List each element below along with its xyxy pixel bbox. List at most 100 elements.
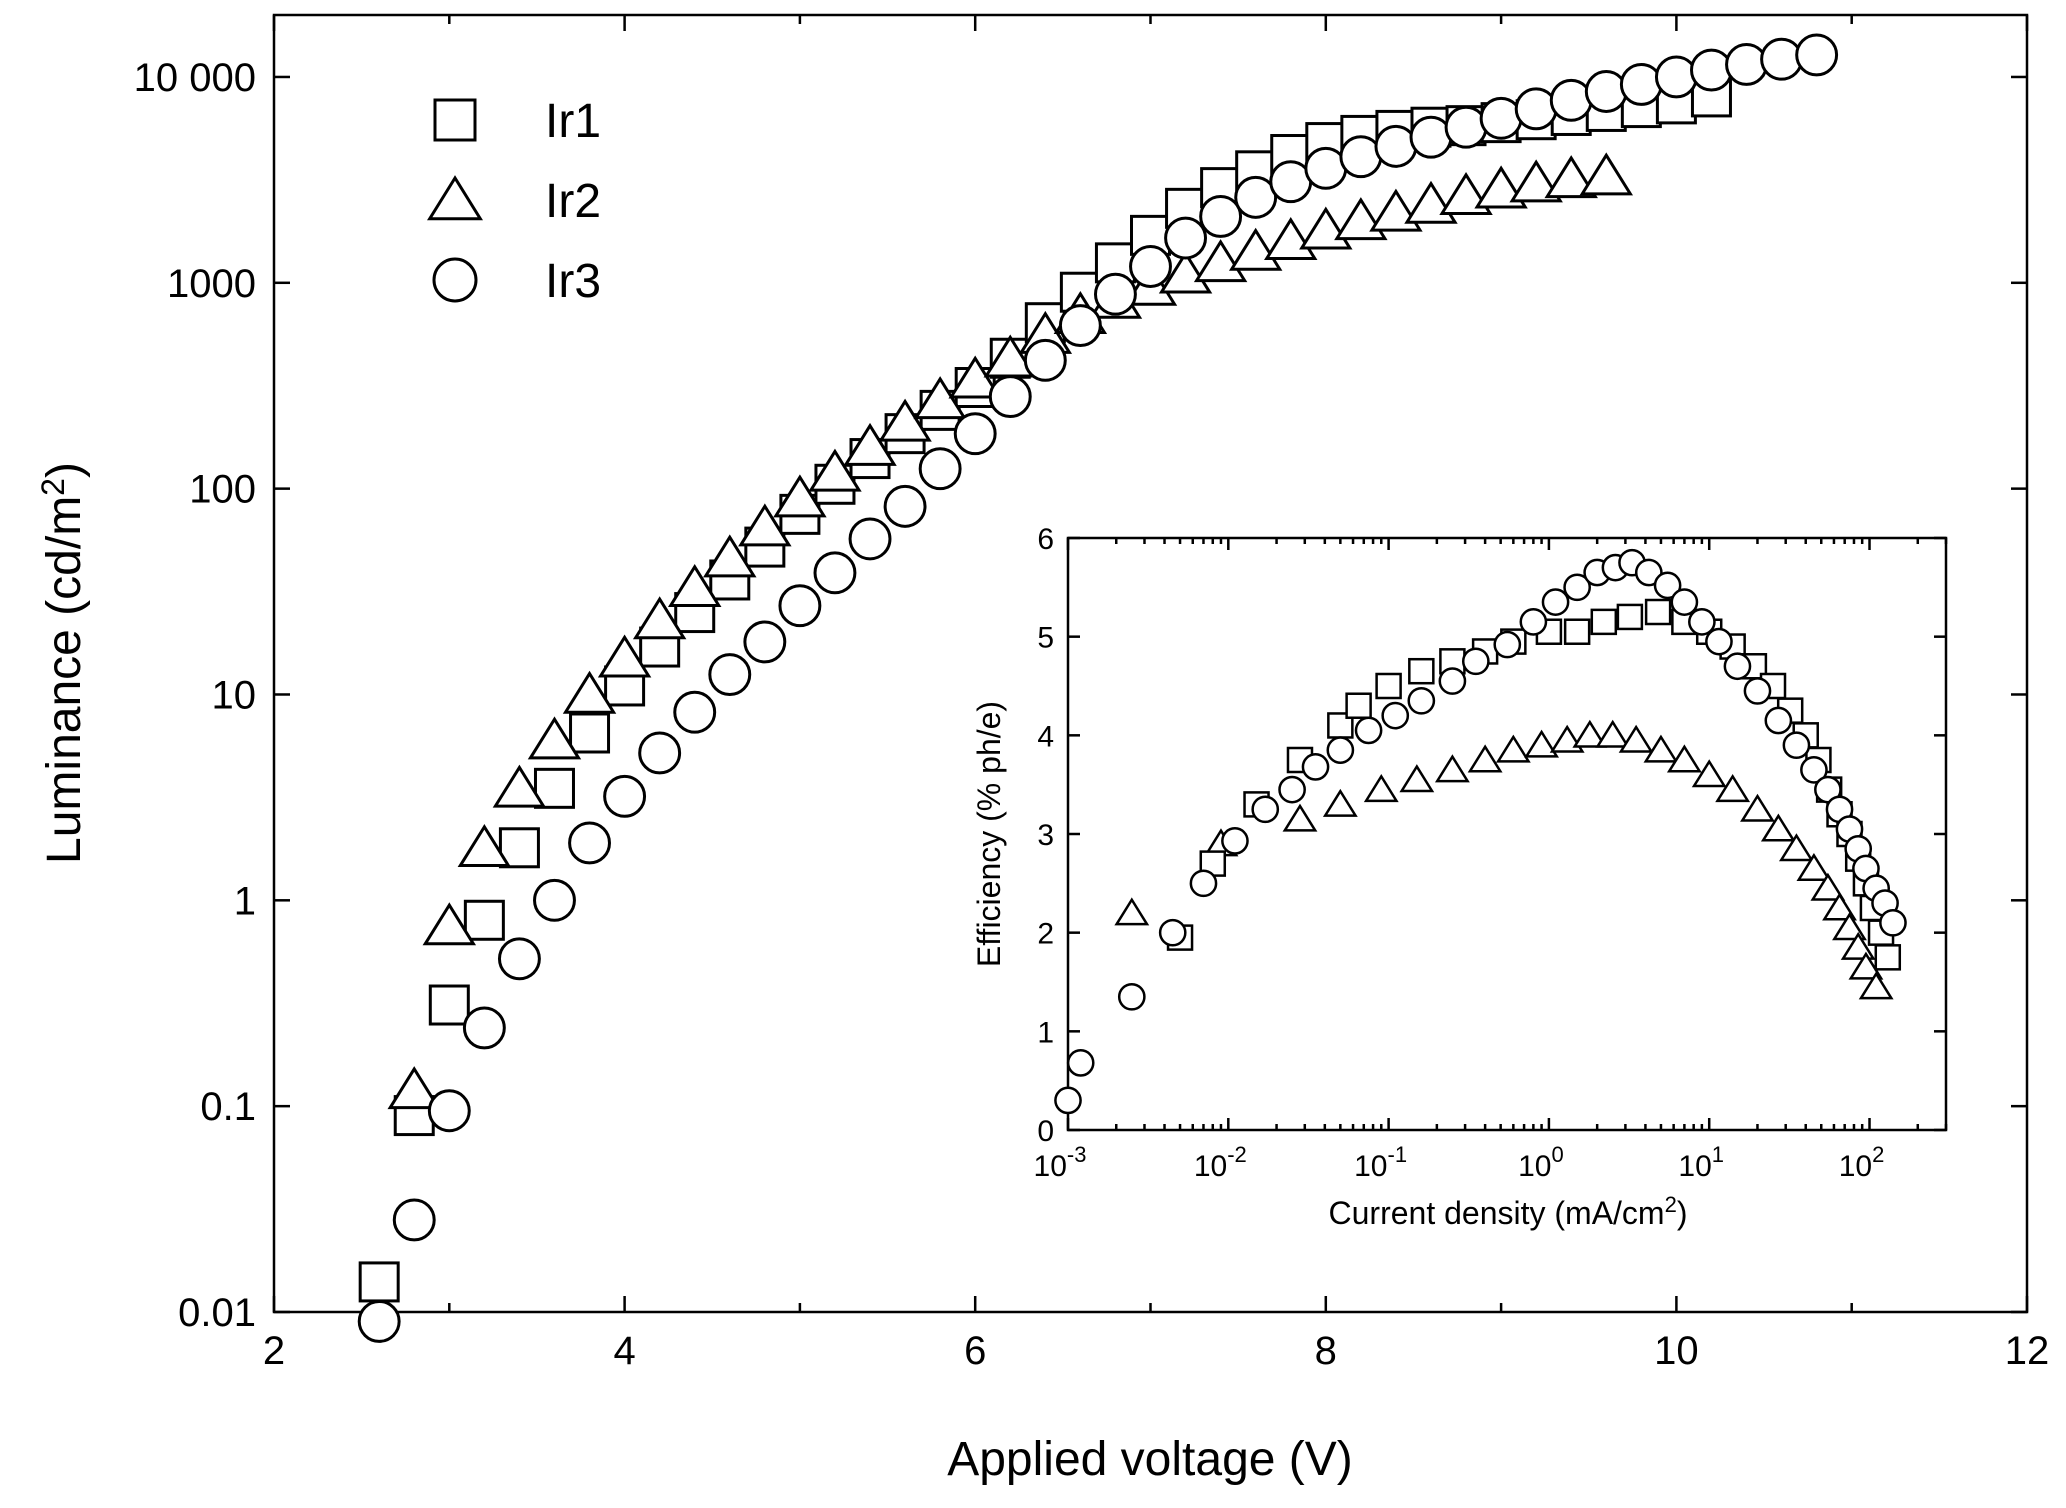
data-point-Ir2 xyxy=(562,670,617,714)
data-point-Ir1 xyxy=(428,984,470,1026)
inset-y-tick-label: 4 xyxy=(1037,720,1054,753)
data-point-Ir1 xyxy=(569,712,611,754)
inset-x-tick-label: 101 xyxy=(1678,1142,1724,1183)
data-point-Ir2 xyxy=(1158,250,1213,294)
data-point-Ir2 xyxy=(632,596,687,640)
data-point-Ir3 xyxy=(533,878,576,922)
data-point-Ir2 xyxy=(457,824,512,868)
inset-data-point-Ir3 xyxy=(1381,701,1410,730)
x-tick-label: 4 xyxy=(613,1329,635,1373)
x-tick-label: 6 xyxy=(964,1329,986,1373)
inset-data-point-Ir2 xyxy=(1322,788,1358,817)
y-tick-label: 0.1 xyxy=(200,1085,256,1129)
inset-data-point-Ir3 xyxy=(1251,795,1280,824)
data-point-Ir3 xyxy=(1795,33,1839,77)
data-point-Ir3 xyxy=(813,551,857,595)
inset-data-point-Ir2 xyxy=(1760,813,1796,842)
legend-marker-Ir1 xyxy=(433,98,477,142)
data-point-Ir3 xyxy=(1129,245,1172,288)
data-point-Ir2 xyxy=(738,503,792,547)
data-point-Ir2 xyxy=(1544,155,1598,199)
inset-data-point-Ir3 xyxy=(1354,716,1383,745)
inset-data-point-Ir2 xyxy=(1778,833,1814,862)
inset-data-point-Ir3 xyxy=(1723,652,1752,681)
data-point-Ir2 xyxy=(422,902,477,946)
data-point-Ir3 xyxy=(743,620,787,664)
inset-x-tick-label: 10-2 xyxy=(1194,1142,1247,1183)
inset-data-point-Ir1 xyxy=(1563,618,1591,645)
inset-data-point-Ir2 xyxy=(1282,803,1318,832)
data-point-Ir2 xyxy=(492,764,547,808)
inset-data-point-Ir3 xyxy=(1764,706,1793,735)
inset-data-point-Ir2 xyxy=(1434,754,1470,783)
inset-data-point-Ir1 xyxy=(1327,712,1354,739)
y-tick-label: 10 xyxy=(212,673,257,717)
data-point-Ir2 xyxy=(1509,159,1563,203)
data-point-Ir3 xyxy=(673,690,717,734)
inset-data-point-Ir3 xyxy=(1563,573,1591,602)
data-point-Ir2 xyxy=(1193,239,1248,283)
data-point-Ir3 xyxy=(988,375,1032,419)
inset-data-point-Ir3 xyxy=(1541,588,1570,616)
data-point-Ir3 xyxy=(848,517,892,561)
inset-background xyxy=(1068,538,1946,1130)
data-point-Ir2 xyxy=(597,634,652,678)
y-tick-label: 0.01 xyxy=(178,1291,256,1335)
inset-data-point-Ir3 xyxy=(1688,608,1716,636)
inset-data-point-Ir1 xyxy=(1590,608,1618,636)
inset-axis-ticks: 10-3 10-2 10-1 100 101 102 0 1 2 3 4 5 6 xyxy=(1034,523,1948,1183)
y-tick-label: 1000 xyxy=(167,262,256,306)
inset-data-point-Ir1 xyxy=(1408,657,1435,685)
data-point-Ir3 xyxy=(1444,105,1488,149)
data-point-Ir3 xyxy=(392,1198,436,1242)
legend-label: Ir2 xyxy=(545,175,601,228)
inset-data-point-Ir1 xyxy=(1375,672,1402,700)
data-point-Ir3 xyxy=(778,584,822,628)
inset-data-point-Ir3 xyxy=(1221,827,1249,855)
inset-data-point-Ir3 xyxy=(1653,571,1682,600)
inset-data-point-Ir3 xyxy=(1301,753,1330,781)
y-tick-label: 10 000 xyxy=(134,56,256,100)
data-point-Ir3 xyxy=(1023,338,1067,382)
inset-data-point-Ir3 xyxy=(1066,1049,1095,1077)
inset-y-tick-label: 0 xyxy=(1037,1115,1054,1148)
inset-data-point-Ir3 xyxy=(1278,775,1306,804)
inset-x-tick-label: 102 xyxy=(1839,1142,1885,1183)
inset-data-point-Ir3 xyxy=(1519,608,1548,636)
inset-data-point-Ir3 xyxy=(1158,918,1187,947)
data-point-Ir3 xyxy=(1654,55,1698,99)
data-point-Ir3 xyxy=(357,1299,401,1343)
inset-y-tick-label: 3 xyxy=(1037,819,1054,852)
inset-data-point-Ir2 xyxy=(1595,719,1631,748)
data-point-Ir2 xyxy=(667,564,722,608)
data-point-Ir2 xyxy=(843,422,897,466)
data-point-Ir1 xyxy=(463,899,505,941)
data-point-Ir3 xyxy=(1690,48,1733,92)
inset-y-tick-label: 5 xyxy=(1037,622,1054,655)
inset-data-point-Ir3 xyxy=(1326,736,1355,764)
inset-data-point-Ir2 xyxy=(1796,852,1832,882)
inset-data-point-Ir2 xyxy=(1666,744,1702,773)
inset-data-point-Ir1 xyxy=(1874,944,1902,971)
x-tick-label: 2 xyxy=(263,1329,285,1373)
legend-marker-Ir2 xyxy=(427,175,483,221)
inset-x-tick-label: 10-3 xyxy=(1034,1142,1087,1183)
inset-data-point-Ir2 xyxy=(1618,724,1654,753)
data-point-Ir2 xyxy=(1579,152,1634,196)
x-tick-label: 12 xyxy=(2005,1329,2050,1373)
data-point-Ir3 xyxy=(462,1006,506,1050)
inset-series-Ir3 xyxy=(1054,548,1907,1115)
inset-y-axis-title: Efficiency (% ph/e) xyxy=(971,701,1007,967)
inset-data-point-Ir1 xyxy=(1644,598,1672,626)
data-point-Ir3 xyxy=(497,937,541,981)
inset-y-tick-label: 1 xyxy=(1037,1016,1054,1049)
data-point-Ir2 xyxy=(527,716,582,760)
inset-y-tick-label: 6 xyxy=(1037,523,1054,556)
y-axis-title: Luminance (cd/m2) xyxy=(35,462,91,864)
inset-data-point-Ir2 xyxy=(1822,892,1857,921)
legend: Ir1 Ir2 Ir3 xyxy=(427,95,601,308)
data-point-Ir3 xyxy=(1725,43,1768,86)
inset-data-point-Ir2 xyxy=(1495,734,1531,763)
data-point-Ir2 xyxy=(387,1066,441,1110)
